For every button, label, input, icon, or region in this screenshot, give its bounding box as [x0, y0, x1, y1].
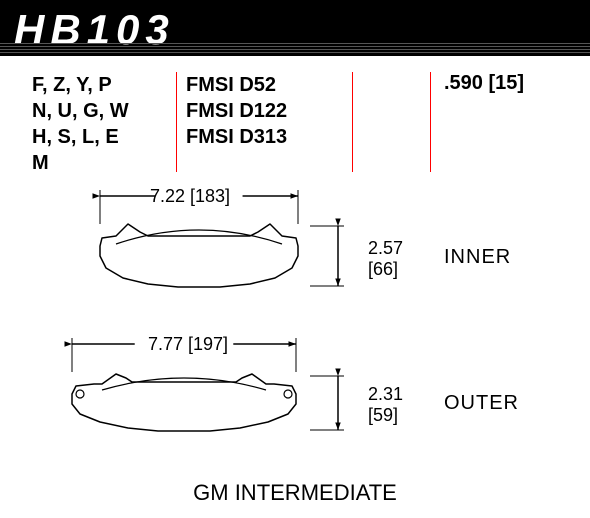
inner-pad-block: 7.22 [183] 2.57 [66] INNER — [40, 180, 520, 320]
outer-side-label: OUTER — [444, 392, 519, 415]
inner-side-label: INNER — [444, 246, 511, 269]
inner-height-dim: 2.57 [66] — [368, 238, 428, 280]
outer-pad-block: 7.77 [197] 2.31 [59] OUTER — [30, 328, 530, 468]
thickness-value: .590 [15] — [444, 72, 564, 95]
fmsi-codes: FMSI D52FMSI D122FMSI D313 — [186, 72, 346, 150]
footer-label: GM INTERMEDIATE — [0, 480, 590, 506]
inner-height-in: 2.57 — [368, 238, 403, 258]
header-bar: HB103 — [0, 0, 590, 56]
info-row: F, Z, Y, PN, U, G, WH, S, L, EM FMSI D52… — [32, 72, 572, 176]
compound-codes: F, Z, Y, PN, U, G, WH, S, L, EM — [32, 72, 174, 176]
outer-height-dim: 2.31 [59] — [368, 384, 428, 426]
inner-width-dim: 7.22 [183] — [130, 186, 250, 207]
outer-height-in: 2.31 — [368, 384, 403, 404]
inner-height-mm: [66] — [368, 259, 398, 279]
outer-width-dim: 7.77 [197] — [128, 334, 248, 355]
outer-height-mm: [59] — [368, 405, 398, 425]
